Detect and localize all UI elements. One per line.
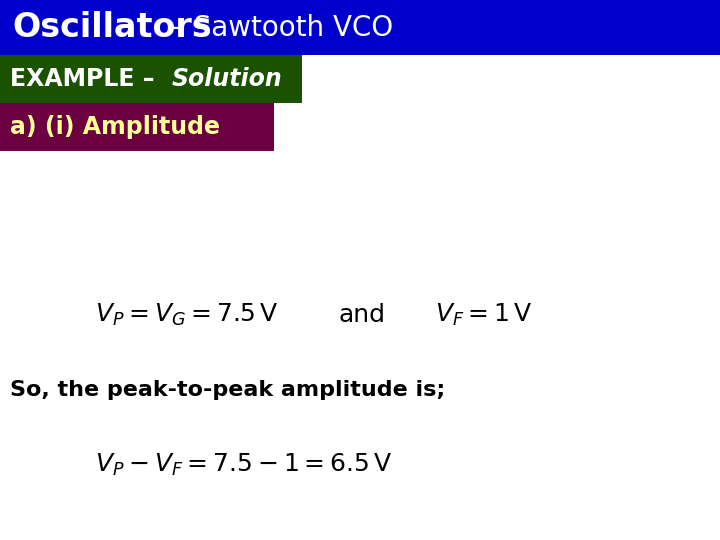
Text: and: and (338, 303, 385, 327)
Text: EXAMPLE –: EXAMPLE – (10, 67, 163, 91)
Text: So, the peak-to-peak amplitude is;: So, the peak-to-peak amplitude is; (10, 380, 445, 400)
Text: Oscillators: Oscillators (12, 11, 212, 44)
Text: $V_P - V_F = 7.5 - 1 = 6.5\,\mathrm{V}$: $V_P - V_F = 7.5 - 1 = 6.5\,\mathrm{V}$ (95, 452, 392, 478)
Text: a) (i) Amplitude: a) (i) Amplitude (10, 115, 220, 139)
Bar (0, 0, 720, 55)
Text: Solution: Solution (172, 67, 283, 91)
Bar (0, 103, 274, 151)
Text: $V_P = V_G = 7.5\,\mathrm{V}$: $V_P = V_G = 7.5\,\mathrm{V}$ (95, 302, 279, 328)
Text: $V_F = 1\,\mathrm{V}$: $V_F = 1\,\mathrm{V}$ (435, 302, 532, 328)
Bar (0, 55, 302, 103)
Text: – Sawtooth VCO: – Sawtooth VCO (162, 14, 393, 42)
